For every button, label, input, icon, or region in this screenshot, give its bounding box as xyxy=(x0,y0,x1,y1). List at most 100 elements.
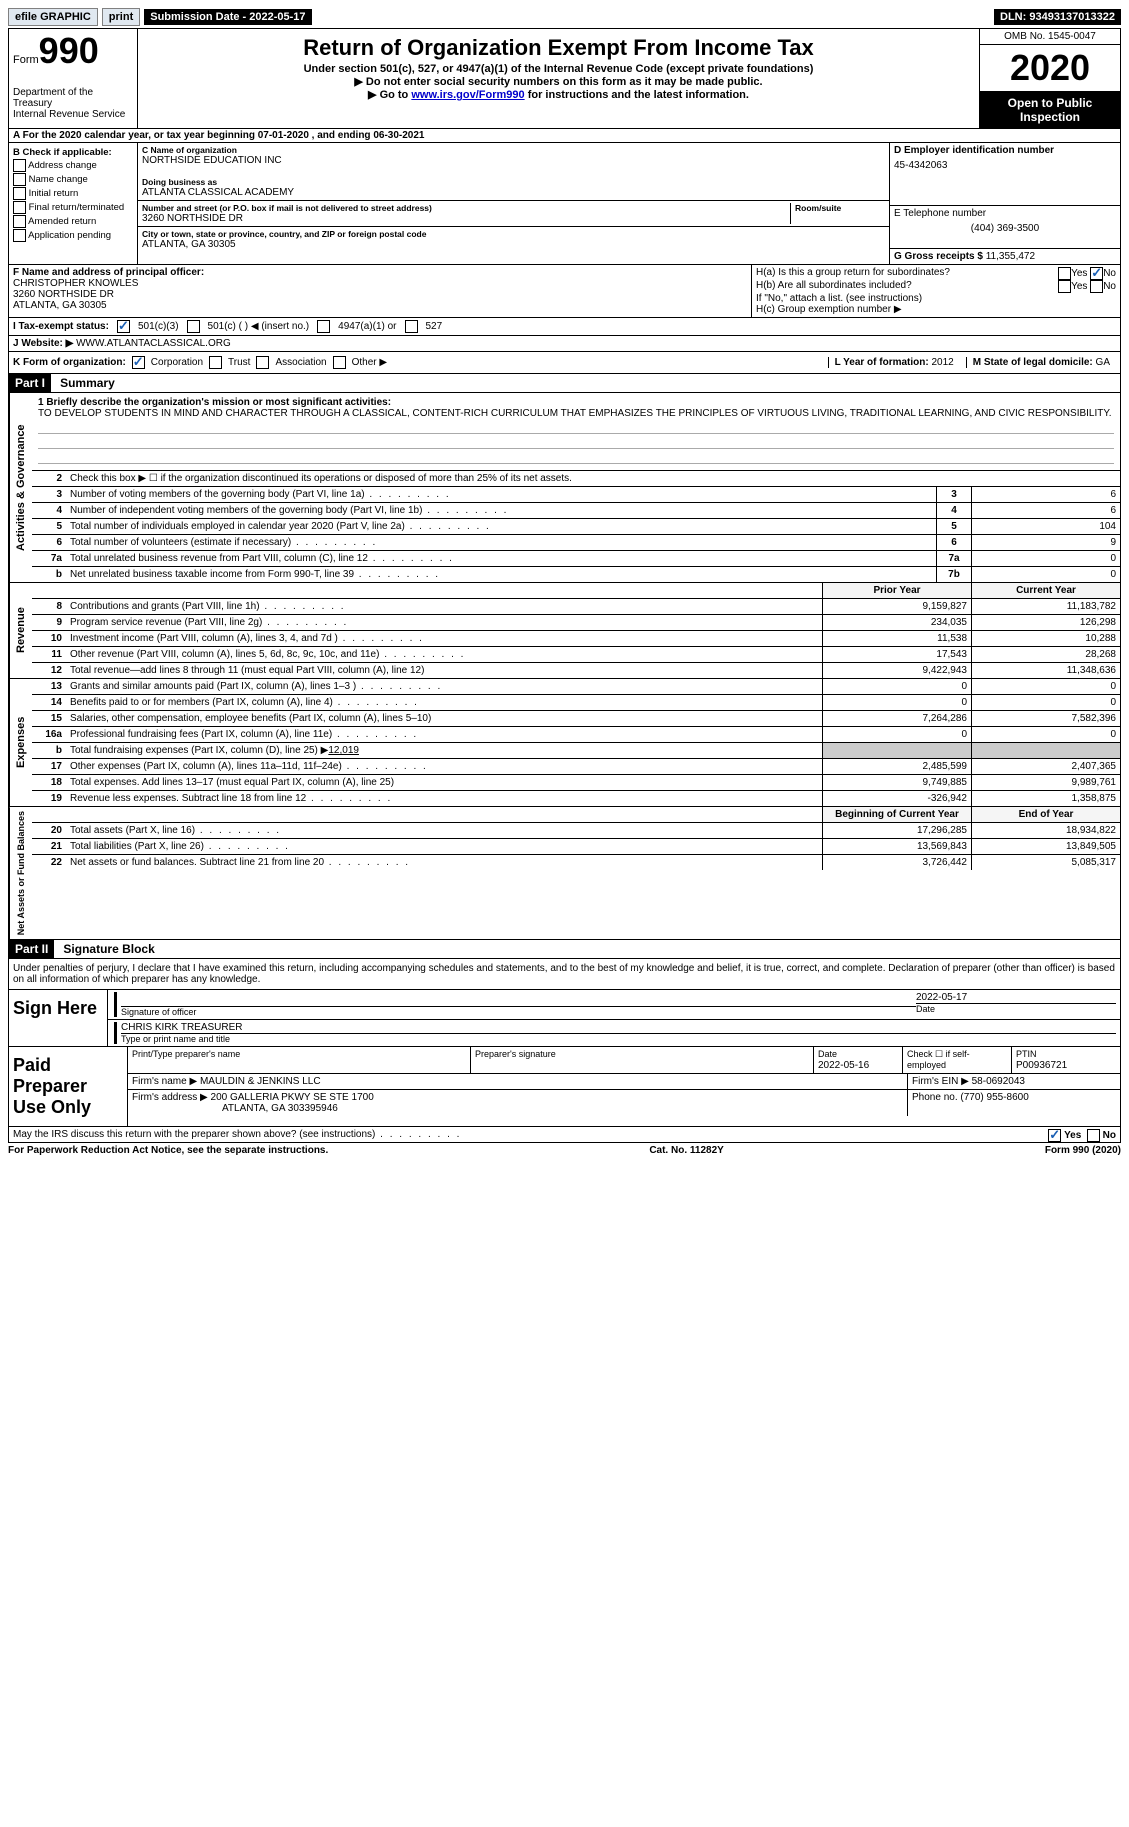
section-governance: Activities & Governance 1 Briefly descri… xyxy=(8,393,1121,583)
hb-yes[interactable] xyxy=(1058,280,1071,293)
p15: 7,264,286 xyxy=(822,711,971,726)
chk-corporation[interactable] xyxy=(132,356,145,369)
efile-button[interactable]: efile GRAPHIC xyxy=(8,8,98,26)
line-18: Total expenses. Add lines 13–17 (must eq… xyxy=(66,775,822,790)
row-k-form-org: K Form of organization: Corporation Trus… xyxy=(8,352,1121,374)
c17: 2,407,365 xyxy=(971,759,1120,774)
line-14: Benefits paid to or for members (Part IX… xyxy=(66,695,822,710)
paid-preparer-label: Paid Preparer Use Only xyxy=(9,1047,128,1126)
ha-label: H(a) Is this a group return for subordin… xyxy=(756,267,950,280)
chk-other[interactable] xyxy=(333,356,346,369)
chk-address-change[interactable]: Address change xyxy=(13,159,133,172)
line-3: Number of voting members of the governin… xyxy=(66,487,936,502)
p13: 0 xyxy=(822,679,971,694)
dba-label: Doing business as xyxy=(142,177,885,187)
phone-label: E Telephone number xyxy=(894,208,986,219)
c16a: 0 xyxy=(971,727,1120,742)
hb-note: If "No," attach a list. (see instruction… xyxy=(756,293,1116,304)
ein-label: D Employer identification number xyxy=(894,145,1054,156)
block-bcd: B Check if applicable: Address change Na… xyxy=(8,143,1121,265)
top-bar: efile GRAPHIC print Submission Date - 20… xyxy=(8,8,1121,26)
dln: DLN: 93493137013322 xyxy=(994,9,1121,25)
hc-label: H(c) Group exemption number ▶ xyxy=(756,304,1116,315)
p22: 3,726,442 xyxy=(822,855,971,870)
chk-trust[interactable] xyxy=(209,356,222,369)
c11: 28,268 xyxy=(971,647,1120,662)
c18: 9,989,761 xyxy=(971,775,1120,790)
line-16a: Professional fundraising fees (Part IX, … xyxy=(66,727,822,742)
section-h: H(a) Is this a group return for subordin… xyxy=(751,265,1120,317)
ha-no[interactable] xyxy=(1090,267,1103,280)
ha-yes[interactable] xyxy=(1058,267,1071,280)
p8: 9,159,827 xyxy=(822,599,971,614)
website-value: WWW.ATLANTACLASSICAL.ORG xyxy=(76,338,231,349)
tab-revenue: Revenue xyxy=(9,583,32,678)
p21: 13,569,843 xyxy=(822,839,971,854)
firm-addr-label: Firm's address ▶ xyxy=(132,1092,208,1103)
col-prior-year: Prior Year xyxy=(822,583,971,598)
part-ii-title: Signature Block xyxy=(57,940,160,958)
p12: 9,422,943 xyxy=(822,663,971,678)
omb-number: OMB No. 1545-0047 xyxy=(980,29,1120,45)
tab-net-assets: Net Assets or Fund Balances xyxy=(9,807,32,939)
header-left: Form990 Department of the Treasury Inter… xyxy=(9,29,138,128)
org-name: NORTHSIDE EDUCATION INC xyxy=(142,155,885,166)
hb-label: H(b) Are all subordinates included? xyxy=(756,280,912,293)
sign-here-label: Sign Here xyxy=(9,990,108,1046)
line-15: Salaries, other compensation, employee b… xyxy=(66,711,822,726)
chk-initial-return[interactable]: Initial return xyxy=(13,187,133,200)
val-4: 6 xyxy=(971,503,1120,518)
submission-date: Submission Date - 2022-05-17 xyxy=(144,9,311,25)
firm-name-label: Firm's name ▶ xyxy=(132,1076,197,1087)
part-i-title: Summary xyxy=(54,374,121,392)
c13: 0 xyxy=(971,679,1120,694)
print-button[interactable]: print xyxy=(102,8,140,26)
sign-date-label: Date xyxy=(916,1003,1116,1014)
firm-name: MAULDIN & JENKINS LLC xyxy=(200,1076,321,1087)
line-10: Investment income (Part VIII, column (A)… xyxy=(66,631,822,646)
line-21: Total liabilities (Part X, line 26) xyxy=(66,839,822,854)
org-name-label: C Name of organization xyxy=(142,145,885,155)
ein-value: 45-4342063 xyxy=(894,156,1116,175)
room-label: Room/suite xyxy=(795,203,885,213)
street-address: 3260 NORTHSIDE DR xyxy=(142,213,790,224)
col-end: End of Year xyxy=(971,807,1120,822)
c22: 5,085,317 xyxy=(971,855,1120,870)
ptin-value: P00936721 xyxy=(1016,1060,1067,1071)
val-6: 9 xyxy=(971,535,1120,550)
chk-amended-return[interactable]: Amended return xyxy=(13,215,133,228)
may-irs-no[interactable] xyxy=(1087,1129,1100,1142)
may-irs-yes[interactable] xyxy=(1048,1129,1061,1142)
officer-addr: 3260 NORTHSIDE DR xyxy=(13,289,114,300)
footer-right: Form 990 (2020) xyxy=(1045,1145,1121,1156)
gross-value: 11,355,472 xyxy=(986,251,1035,262)
form-header: Form990 Department of the Treasury Inter… xyxy=(8,28,1121,129)
part-ii-header: Part II xyxy=(9,940,54,958)
irs-link[interactable]: www.irs.gov/Form990 xyxy=(411,89,524,101)
chk-application-pending[interactable]: Application pending xyxy=(13,229,133,242)
chk-527[interactable] xyxy=(405,320,418,333)
c15: 7,582,396 xyxy=(971,711,1120,726)
chk-4947[interactable] xyxy=(317,320,330,333)
chk-name-change[interactable]: Name change xyxy=(13,173,133,186)
col-b-header: B Check if applicable: xyxy=(13,147,112,158)
addr-label: Number and street (or P.O. box if mail i… xyxy=(142,203,790,213)
sign-date: 2022-05-17 xyxy=(916,992,1116,1003)
c19: 1,358,875 xyxy=(971,791,1120,806)
form-label: Form xyxy=(13,54,39,66)
hb-no[interactable] xyxy=(1090,280,1103,293)
form-title: Return of Organization Exempt From Incom… xyxy=(142,35,975,61)
c12: 11,348,636 xyxy=(971,663,1120,678)
chk-final-return[interactable]: Final return/terminated xyxy=(13,201,133,214)
prep-self-employed[interactable]: Check ☐ if self-employed xyxy=(903,1047,1012,1073)
line-22: Net assets or fund balances. Subtract li… xyxy=(66,855,822,870)
footer-left: For Paperwork Reduction Act Notice, see … xyxy=(8,1145,328,1156)
open-public: Open to Public xyxy=(982,96,1118,110)
chk-501c[interactable] xyxy=(187,320,200,333)
mission-block: 1 Briefly describe the organization's mi… xyxy=(32,393,1120,471)
chk-501c3[interactable] xyxy=(117,320,130,333)
chk-association[interactable] xyxy=(256,356,269,369)
tax-year: 2020 xyxy=(980,45,1120,92)
column-c: C Name of organization NORTHSIDE EDUCATI… xyxy=(138,143,889,264)
firm-addr1: 200 GALLERIA PKWY SE STE 1700 xyxy=(211,1092,374,1103)
